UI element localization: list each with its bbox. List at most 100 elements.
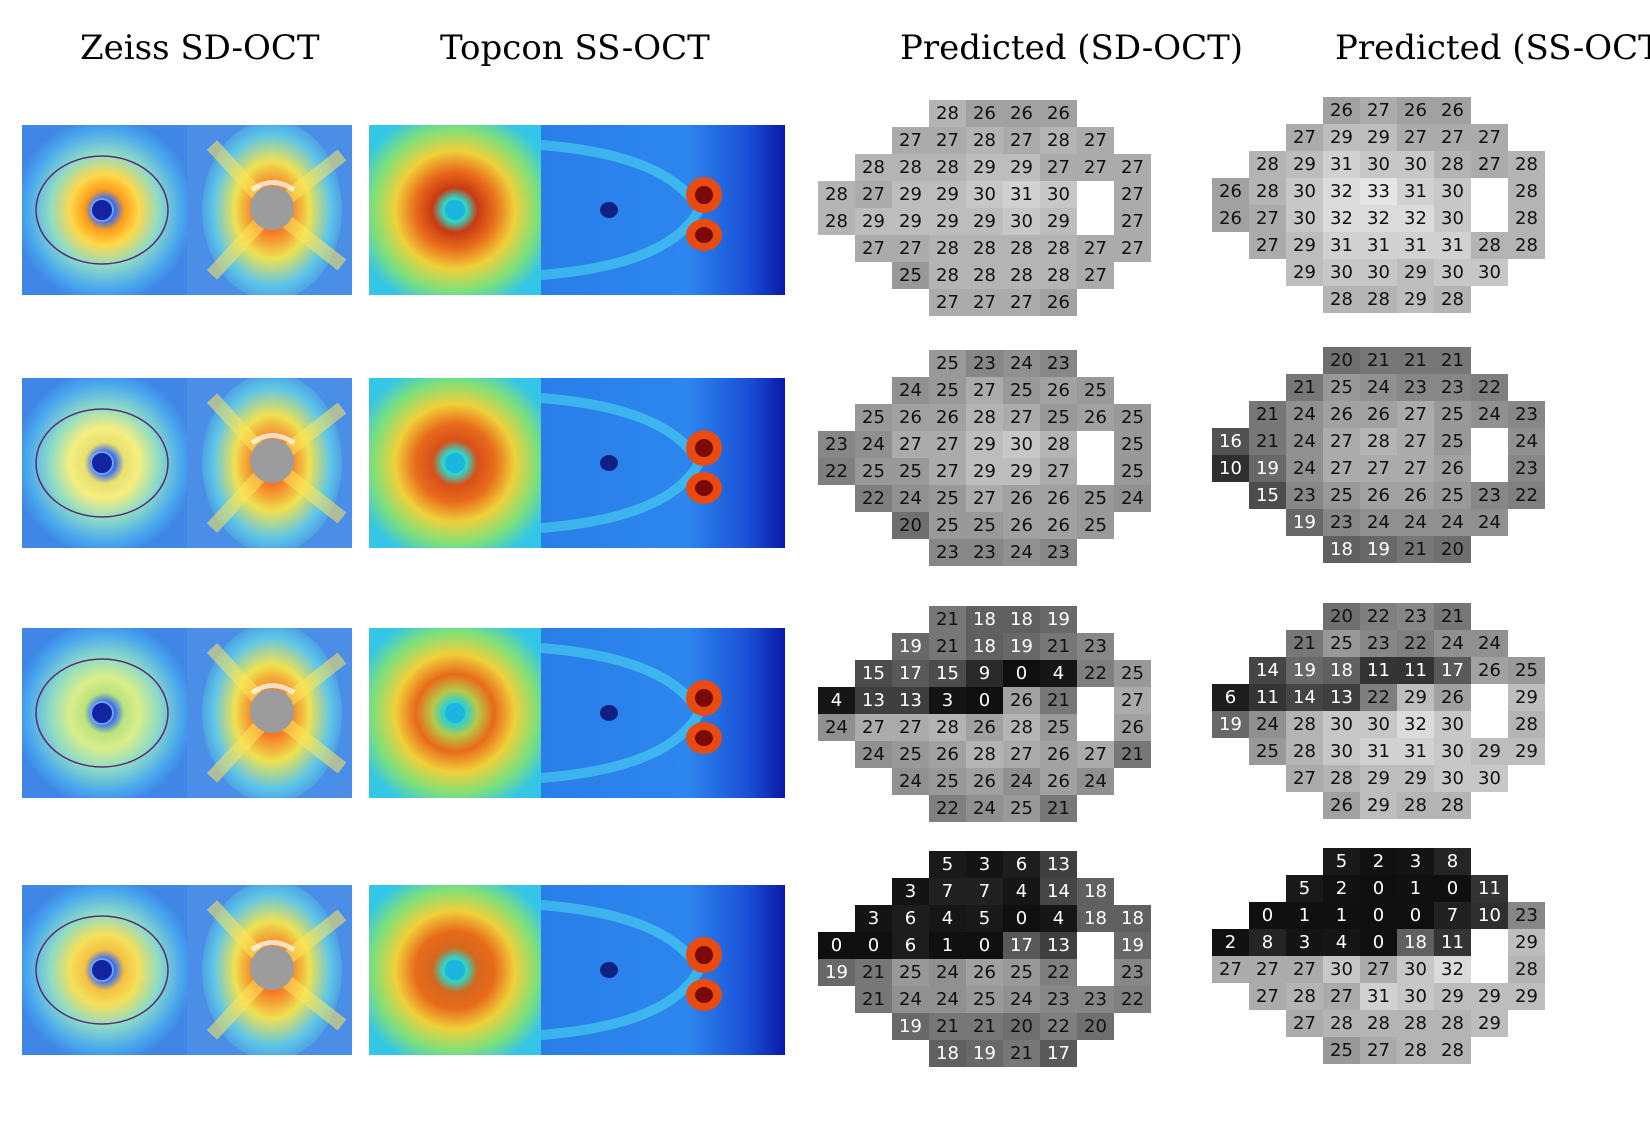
visual-field-cell: 28 [929,714,966,741]
visual-field-cell: 20 [1323,603,1360,630]
visual-field-cell: 24 [1434,630,1471,657]
visual-field-cell: 24 [1286,401,1323,428]
visual-field-cell: 26 [1040,741,1077,768]
visual-field-cell: 24 [1003,768,1040,795]
visual-field-cell: 32 [1397,711,1434,738]
visual-field-cell: 21 [1360,347,1397,374]
visual-field-cell: 27 [1360,1037,1397,1064]
visual-field-cell: 29 [1323,124,1360,151]
visual-field-cell: 29 [892,181,929,208]
column-title-predicted-ss: Predicted (SS-OCT) [1335,28,1650,68]
visual-field-cell: 11 [1249,684,1286,711]
visual-field-cell: 24 [892,986,929,1013]
visual-field-cell: 5 [1286,875,1323,902]
visual-field-cell: 22 [1508,482,1545,509]
visual-field-cell: 29 [1397,286,1434,313]
visual-field-cell: 24 [1434,509,1471,536]
visual-field-cell: 6 [892,905,929,932]
visual-field-cell: 18 [966,606,1003,633]
visual-field-cell: 27 [1397,124,1434,151]
blind-spot-cell [1077,687,1114,714]
visual-field-cell: 24 [1397,509,1434,536]
visual-field-cell: 28 [1286,983,1323,1010]
blind-spot-cell [1471,711,1508,738]
visual-field-cell: 27 [966,377,1003,404]
visual-field-cell: 29 [1471,983,1508,1010]
visual-field-cell: 28 [1434,792,1471,819]
visual-field-cell: 23 [1508,455,1545,482]
zeiss-oct-image [22,125,352,295]
visual-field-cell: 28 [892,154,929,181]
visual-field-cell: 21 [1040,687,1077,714]
visual-field-cell: 27 [892,714,929,741]
visual-field-cell: 0 [818,932,855,959]
visual-field-cell: 26 [1397,482,1434,509]
visual-field-cell: 18 [966,633,1003,660]
visual-field-cell: 22 [929,795,966,822]
visual-field-cell: 28 [1471,232,1508,259]
visual-field-cell: 23 [1286,482,1323,509]
predicted-sd-oct-visual-field: 21 18 18 19 19 21 18 19 21 23 15 17 15 9 0 4 22 25 4 13 13 3 0… [818,606,1151,822]
visual-field-cell: 0 [1360,902,1397,929]
visual-field-cell: 29 [1286,232,1323,259]
visual-field-cell: 24 [1508,428,1545,455]
visual-field-cell: 29 [966,458,1003,485]
visual-field-cell: 4 [818,687,855,714]
visual-field-cell: 31 [1360,983,1397,1010]
visual-field-cell: 3 [1397,848,1434,875]
visual-field-cell: 26 [1212,178,1249,205]
visual-field-cell: 23 [1040,986,1077,1013]
visual-field-cell: 28 [1508,151,1545,178]
visual-field-cell: 10 [1471,902,1508,929]
visual-field-cell: 30 [1286,205,1323,232]
visual-field-cell: 24 [1114,485,1151,512]
visual-field-cell: 23 [1323,509,1360,536]
visual-field-cell: 25 [892,959,929,986]
visual-field-cell: 23 [1397,603,1434,630]
visual-field-cell: 18 [1003,606,1040,633]
visual-field-cell: 28 [1397,1010,1434,1037]
visual-field-cell: 19 [966,1040,1003,1067]
visual-field-cell: 23 [1040,350,1077,377]
visual-field-cell: 28 [1040,431,1077,458]
predicted-ss-oct-visual-field: 26 27 26 26 27 29 29 27 27 27 28 29 31 30 30 28 27 28 26 28… [1212,97,1545,313]
visual-field-cell: 25 [1434,482,1471,509]
visual-field-cell: 33 [1360,178,1397,205]
visual-field-cell: 28 [818,208,855,235]
visual-field-cell: 28 [1434,151,1471,178]
visual-field-cell: 21 [1003,1040,1040,1067]
visual-field-cell: 29 [1003,458,1040,485]
visual-field-cell: 29 [1508,929,1545,956]
visual-field-cell: 24 [1003,539,1040,566]
visual-field-cell: 29 [1508,983,1545,1010]
visual-field-cell: 25 [1323,630,1360,657]
blind-spot-cell [1077,959,1114,986]
visual-field-cell: 32 [1360,205,1397,232]
visual-field-cell: 28 [818,181,855,208]
visual-field-cell: 30 [1434,738,1471,765]
visual-field-cell: 18 [1323,657,1360,684]
visual-field-cell: 32 [1397,205,1434,232]
visual-field-cell: 27 [1114,181,1151,208]
visual-field-cell: 27 [892,235,929,262]
visual-field-cell: 28 [1323,1010,1360,1037]
visual-field-cell: 25 [1003,377,1040,404]
visual-field-cell: 4 [1003,878,1040,905]
visual-field-cell: 31 [1360,232,1397,259]
visual-field-cell: 26 [1360,482,1397,509]
visual-field-cell: 15 [1249,482,1286,509]
visual-field-cell: 30 [1471,765,1508,792]
visual-field-cell: 31 [1397,232,1434,259]
topcon-oct-image [369,885,785,1055]
visual-field-cell: 30 [1003,208,1040,235]
visual-field-cell: 20 [1434,536,1471,563]
visual-field-cell: 26 [1077,404,1114,431]
visual-field-cell: 22 [1040,1013,1077,1040]
visual-field-cell: 27 [1360,455,1397,482]
visual-field-cell: 27 [1249,983,1286,1010]
visual-field-cell: 11 [1434,929,1471,956]
visual-field-cell: 22 [1077,660,1114,687]
visual-field-cell: 28 [1323,765,1360,792]
predicted-ss-oct-visual-field: 20 22 23 21 21 25 23 22 24 24 14 19 18 11 11 17 26 25 6 11 1… [1212,603,1545,819]
visual-field-cell: 4 [1323,929,1360,956]
